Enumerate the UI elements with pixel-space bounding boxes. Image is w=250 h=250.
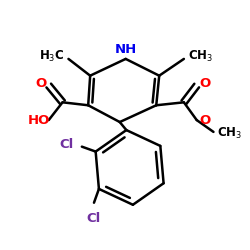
Text: NH: NH xyxy=(114,42,137,56)
Text: O: O xyxy=(199,77,210,90)
Text: O: O xyxy=(199,114,210,126)
Text: Cl: Cl xyxy=(87,212,101,225)
Text: Cl: Cl xyxy=(59,138,73,151)
Text: O: O xyxy=(35,77,46,90)
Text: CH$_3$: CH$_3$ xyxy=(218,126,242,142)
Text: H$_3$C: H$_3$C xyxy=(39,50,64,64)
Text: CH$_3$: CH$_3$ xyxy=(188,50,213,64)
Text: HO: HO xyxy=(28,114,50,126)
